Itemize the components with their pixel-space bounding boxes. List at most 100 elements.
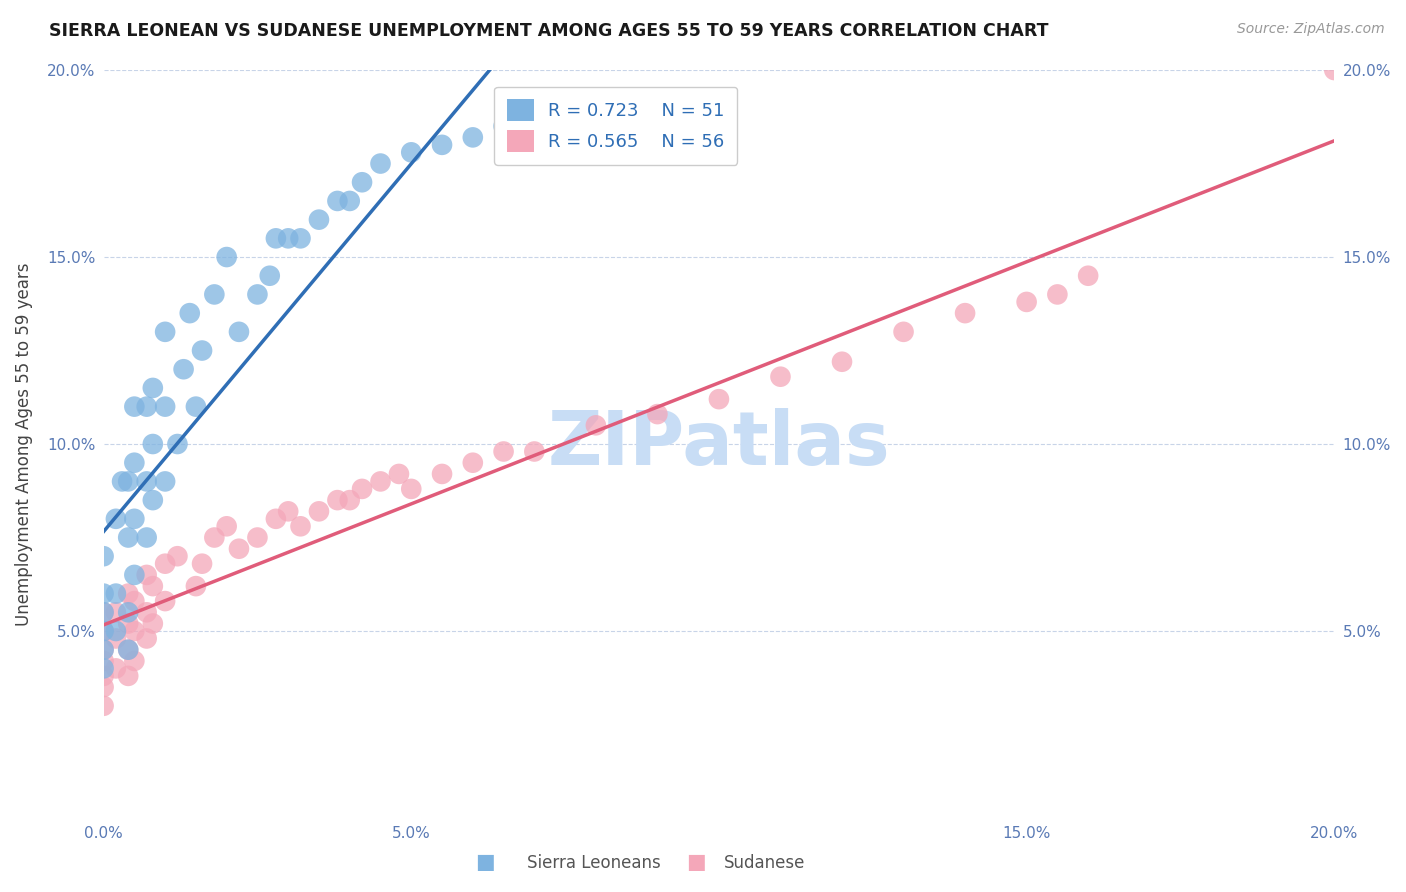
Point (124, 624, 146, 638)
Point (492, 119, 515, 133)
Point (153, 594, 176, 608)
Point (117, 669, 139, 683)
Point (93, 624, 115, 638)
Point (117, 642, 139, 657)
Point (104, 632, 127, 646)
Point (135, 475, 157, 489)
Point (308, 504, 330, 518)
Point (259, 268, 281, 283)
Point (93, 642, 115, 657)
Point (277, 504, 299, 518)
Point (1323, 63, 1346, 78)
Point (153, 475, 176, 489)
Point (93, 605, 115, 619)
Point (124, 400, 146, 414)
Point (93, 654, 115, 668)
Point (93, 549, 115, 564)
Point (246, 531, 269, 545)
Point (191, 343, 214, 358)
Point (135, 568, 157, 582)
Point (831, 355, 853, 369)
Point (707, 392, 730, 406)
Point (370, 475, 392, 489)
Point (124, 568, 146, 582)
Point (142, 616, 165, 631)
Point (202, 531, 225, 545)
Point (228, 325, 250, 339)
Point (153, 557, 176, 571)
Point (264, 512, 287, 526)
Point (135, 632, 157, 646)
Point (953, 306, 976, 320)
Point (1077, 268, 1099, 283)
Point (117, 642, 139, 657)
Legend: R = 0.723    N = 51, R = 0.565    N = 56: R = 0.723 N = 51, R = 0.565 N = 56 (494, 87, 737, 165)
Point (350, 482, 373, 496)
Point (93, 586, 115, 600)
Point (430, 467, 453, 481)
Point (142, 381, 165, 395)
Point (104, 586, 127, 600)
Point (166, 549, 188, 564)
Text: Sierra Leoneans: Sierra Leoneans (527, 855, 661, 872)
Point (339, 194, 361, 208)
Point (246, 287, 269, 301)
Point (93, 680, 115, 694)
Text: Sudanese: Sudanese (724, 855, 806, 872)
Text: Source: ZipAtlas.com: Source: ZipAtlas.com (1237, 22, 1385, 37)
Text: ■: ■ (475, 853, 495, 872)
Point (523, 444, 546, 458)
Point (135, 605, 157, 619)
Point (124, 654, 146, 668)
Point (153, 325, 176, 339)
Point (308, 212, 330, 227)
Point (893, 325, 915, 339)
Point (142, 579, 165, 593)
Point (461, 130, 484, 145)
Text: SIERRA LEONEAN VS SUDANESE UNEMPLOYMENT AMONG AGES 55 TO 59 YEARS CORRELATION CH: SIERRA LEONEAN VS SUDANESE UNEMPLOYMENT … (49, 22, 1049, 40)
Point (1046, 287, 1069, 301)
Text: ■: ■ (686, 853, 706, 872)
Point (184, 400, 207, 414)
Point (523, 108, 546, 122)
Point (1015, 294, 1038, 309)
Point (326, 493, 349, 508)
Point (117, 475, 139, 489)
Point (104, 605, 127, 619)
Point (277, 231, 299, 245)
Point (104, 661, 127, 675)
Point (370, 156, 392, 170)
Point (117, 616, 139, 631)
Point (117, 605, 139, 619)
Point (339, 493, 361, 508)
Point (430, 137, 453, 152)
Point (124, 512, 146, 526)
Point (401, 145, 423, 160)
Point (179, 306, 201, 320)
Point (166, 437, 188, 451)
Point (585, 418, 607, 433)
Point (117, 531, 139, 545)
Point (290, 519, 312, 533)
Point (326, 194, 349, 208)
Point (191, 557, 214, 571)
Point (104, 512, 127, 526)
Point (215, 519, 238, 533)
Point (769, 369, 792, 384)
Point (93, 698, 115, 713)
Point (647, 407, 669, 421)
Point (153, 400, 176, 414)
Point (202, 287, 225, 301)
Point (173, 362, 195, 376)
Point (264, 231, 287, 245)
Text: ZIPatlas: ZIPatlas (547, 408, 890, 481)
Point (228, 541, 250, 556)
Point (124, 594, 146, 608)
Point (93, 624, 115, 638)
Point (104, 624, 127, 638)
Point (401, 482, 423, 496)
Point (111, 475, 134, 489)
Point (135, 400, 157, 414)
Point (461, 456, 484, 470)
Point (142, 493, 165, 508)
